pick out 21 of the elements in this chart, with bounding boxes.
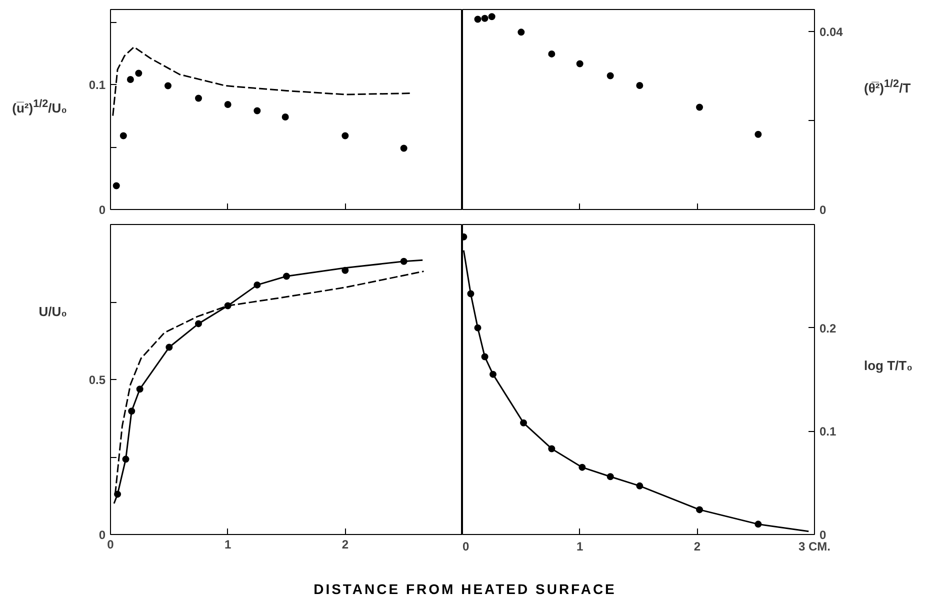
- y-tick-label: 0: [98, 528, 106, 542]
- y2-tick-label: 0: [820, 203, 826, 217]
- y-tick-label: 0: [98, 203, 106, 217]
- x-tick-label: 1: [224, 538, 232, 552]
- x-tick-label: 1: [576, 540, 584, 554]
- y2-tick-label: 0: [820, 528, 826, 542]
- x-tick-label: 0: [462, 540, 470, 554]
- x-tick-label: 0: [107, 538, 114, 552]
- y2-tick-label: 0.1: [820, 424, 837, 439]
- x-axis-title: DISTANCE FROM HEATED SURFACE: [314, 580, 616, 599]
- x-tick-label: 2: [694, 540, 701, 554]
- y2-tick-label: 0.2: [820, 321, 837, 336]
- x-tick-label: 3 CM.: [798, 540, 831, 554]
- y-tick-label: 0.5: [88, 373, 106, 387]
- x-tick-label: 2: [342, 538, 349, 552]
- y-axis-title: U/U₀: [38, 303, 67, 321]
- y-axis-title: (u̅²)$^{1/2}$/U₀: [12, 97, 67, 118]
- y2-tick-label: 0.04: [820, 25, 844, 40]
- y-tick-label: 0.1: [88, 78, 106, 92]
- y2-axis-title: (θ̅²)$^{1/2}$/T: [864, 77, 911, 98]
- y2-axis-title: log T/T₀: [864, 357, 912, 375]
